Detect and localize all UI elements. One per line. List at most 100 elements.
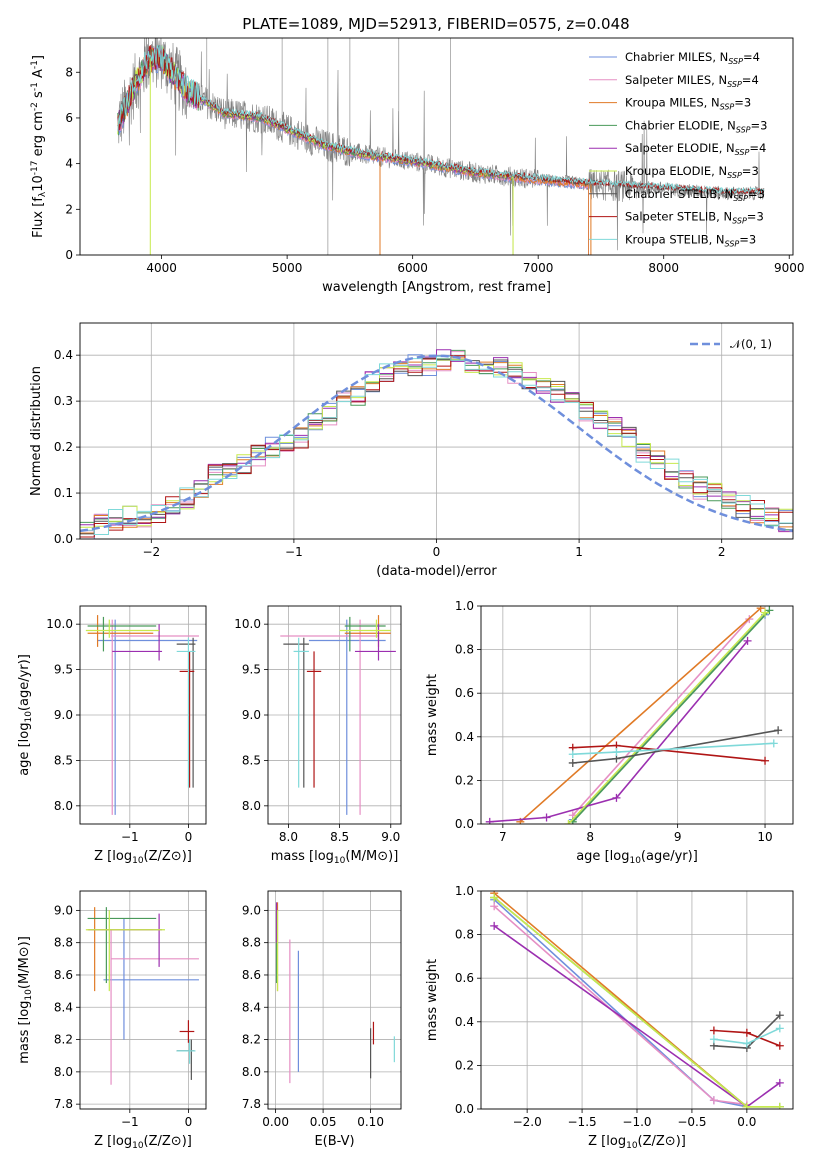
legend-nssp-sub: SSP	[733, 194, 748, 203]
x-tick-label: 9000	[774, 261, 805, 275]
point-chabrier-stelib	[283, 637, 309, 788]
x-axis-label: age [log10(age/yr)]	[576, 849, 698, 866]
y-tick-label: 8.0	[242, 1065, 261, 1079]
histogram-kroupa-stelib	[80, 356, 793, 535]
axes-frame	[79, 322, 794, 540]
series-kroupa-stelib	[709, 1024, 784, 1048]
y-tick-label: 8.8	[242, 936, 261, 950]
x-tick-label: 7000	[523, 261, 554, 275]
x-axis-label: (data-model)/error	[376, 564, 497, 579]
x-tick-label: −2.0	[513, 1115, 542, 1129]
series-chabrier-stelib	[568, 726, 783, 767]
legend-nssp-prefix: , N	[719, 141, 735, 155]
label-part: log	[606, 1134, 626, 1149]
point-kroupa-stelib	[293, 637, 309, 788]
y-tick-label: 8.4	[54, 1000, 73, 1014]
y-tick-label: 1.0	[455, 599, 474, 613]
legend-name: Kroupa ELODIE	[625, 164, 711, 178]
y-tick-label: 0.6	[455, 686, 474, 700]
label-part: mass [	[271, 849, 314, 864]
axes-frame	[79, 605, 207, 825]
y-tick-label: 0.1	[54, 486, 73, 500]
y-axis-label: mass weight	[425, 674, 440, 756]
legend-name: Kroupa STELIB	[625, 232, 709, 246]
legend-nssp-eq: =	[742, 164, 752, 178]
legend-entry: Salpeter ELODIE, NSSP=4	[625, 141, 766, 157]
series-line	[572, 618, 750, 816]
label-part: A	[31, 69, 46, 82]
x-tick-label: 8000	[648, 261, 679, 275]
legend-entry: Salpeter MILES, NSSP=4	[625, 73, 759, 89]
legend-nssp-sub: SSP	[728, 57, 743, 66]
x-tick-label: −0.5	[677, 1115, 706, 1129]
series-line	[519, 607, 762, 823]
ticks: −2 −1 0 1 2 0.0 0.1 0.2 0.3 0.4	[54, 348, 726, 559]
series-marker	[743, 636, 752, 645]
series-marker	[490, 902, 499, 911]
series-marker	[564, 820, 573, 824]
panel-massweight-vs-Z: −2.0 −1.5 −1.0 −0.5 0.0 0.0 0.2 0.4 0.6 0.8 1.0 Z […	[425, 884, 794, 1151]
point-chabrier-elodie	[87, 907, 157, 984]
legend-name: Salpeter STELIB	[625, 210, 716, 224]
y-axis-label: mass weight	[425, 959, 440, 1041]
legend-entry: Salpeter STELIB, NSSP=3	[625, 210, 764, 226]
x-axis-label: mass [log10(M/M⊙)]	[271, 849, 399, 866]
x-tick-label: 5000	[272, 261, 303, 275]
legend-nssp-value: 3	[749, 232, 756, 246]
y-tick-label: 8.5	[54, 753, 73, 767]
legend-nssp-value: 4	[753, 50, 760, 64]
x-tick-label: −2	[142, 545, 160, 559]
legend-nssp-sub: SSP	[732, 217, 747, 226]
label-part: 10	[132, 856, 144, 866]
label-part: (age/yr)]	[641, 849, 698, 864]
y-tick-label: 1.0	[455, 884, 474, 898]
x-tick-label: 9	[674, 830, 682, 844]
y-tick-label: 0.0	[455, 1102, 474, 1116]
ticks: 0.00 0.05 0.10 7.8 8.0 8.2 8.4 8.6 8.8 9.0	[242, 903, 384, 1129]
label-part: Normed distribution	[29, 366, 44, 496]
legend-nssp-value: 3	[744, 96, 751, 110]
label-part: -1	[30, 60, 40, 69]
y-tick-label: 9.0	[54, 903, 73, 917]
point-salpeter-stelib	[179, 651, 195, 788]
label-part: (age/yr)]	[17, 654, 32, 711]
y-tick-label: 0.6	[455, 971, 474, 985]
legend-nssp-prefix: , N	[709, 232, 725, 246]
series-line	[572, 609, 770, 823]
panel-residuals: −2 −1 0 1 2 0.0 0.1 0.2 0.3 0.4 (data-model)/error…	[29, 322, 794, 579]
point-salpeter-elodie	[354, 624, 396, 661]
y-tick-label: 10.0	[46, 617, 73, 631]
x-tick-label: 1	[575, 545, 583, 559]
label-part: (Z/Z⊙)]	[638, 1134, 686, 1149]
label-part: λ	[38, 191, 48, 197]
x-tick-label: −1	[121, 830, 139, 844]
series-marker	[612, 748, 621, 757]
panel-age-vs-Z: −1 08.08.59.09.510.0Z [log10(Z/Z⊙)]age [l…	[17, 605, 207, 866]
legend-nssp-value: 4	[759, 141, 766, 155]
legend-nssp-prefix: , N	[716, 210, 732, 224]
x-tick-label: 8.5	[330, 830, 349, 844]
y-tick-label: 8.6	[242, 968, 261, 982]
legend-nssp-eq: =	[739, 232, 749, 246]
axes-frame	[480, 890, 794, 1110]
label-part: ]	[31, 55, 46, 60]
label-part: 10	[24, 989, 34, 1001]
y-tick-label: 0.4	[455, 1015, 474, 1029]
y-tick-label: 8.0	[54, 1065, 73, 1079]
label-part: s	[31, 91, 46, 102]
series-marker	[612, 793, 621, 802]
series-marker	[568, 750, 577, 759]
legend-name: Chabrier STELIB	[625, 187, 717, 201]
series-marker	[774, 726, 783, 735]
axes-frame	[79, 890, 207, 1110]
y-tick-label: 0.3	[54, 394, 73, 408]
y-tick-label: 0.2	[54, 440, 73, 454]
y-tick-label: 8.4	[242, 1000, 261, 1014]
label-part: -17	[30, 161, 40, 176]
point-chabrier-miles	[103, 918, 199, 1040]
label-part: log	[610, 849, 630, 864]
point-salpeter-elodie	[112, 624, 163, 661]
series-marker	[761, 608, 770, 617]
